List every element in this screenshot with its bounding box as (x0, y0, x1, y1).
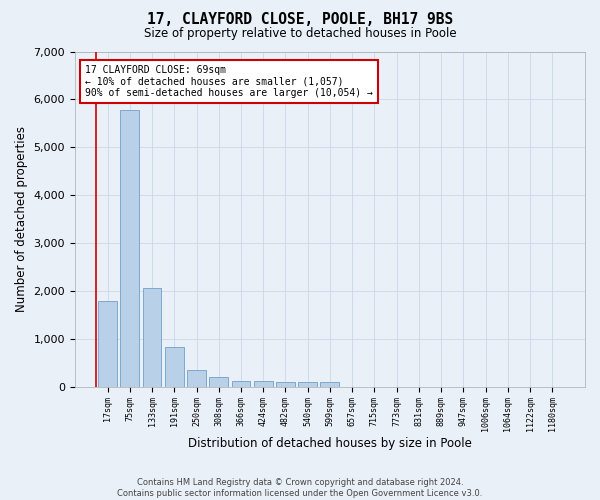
Bar (320, 382, 340, 386)
Text: 17 CLAYFORD CLOSE: 69sqm
← 10% of detached houses are smaller (1,057)
90% of sem: 17 CLAYFORD CLOSE: 69sqm ← 10% of detach… (85, 65, 373, 98)
Text: Contains HM Land Registry data © Crown copyright and database right 2024.
Contai: Contains HM Land Registry data © Crown c… (118, 478, 482, 498)
Bar (298, 382, 317, 386)
Bar (232, 381, 250, 386)
Bar (276, 382, 295, 386)
Bar (165, 348, 184, 387)
Bar (209, 378, 228, 386)
Bar (254, 382, 272, 386)
Text: Size of property relative to detached houses in Poole: Size of property relative to detached ho… (143, 28, 457, 40)
Text: 17, CLAYFORD CLOSE, POOLE, BH17 9BS: 17, CLAYFORD CLOSE, POOLE, BH17 9BS (147, 12, 453, 28)
Bar (121, 110, 139, 386)
Bar (187, 370, 206, 386)
Bar (98, 302, 117, 386)
Bar (143, 288, 161, 386)
Y-axis label: Number of detached properties: Number of detached properties (15, 126, 28, 312)
X-axis label: Distribution of detached houses by size in Poole: Distribution of detached houses by size … (188, 437, 472, 450)
